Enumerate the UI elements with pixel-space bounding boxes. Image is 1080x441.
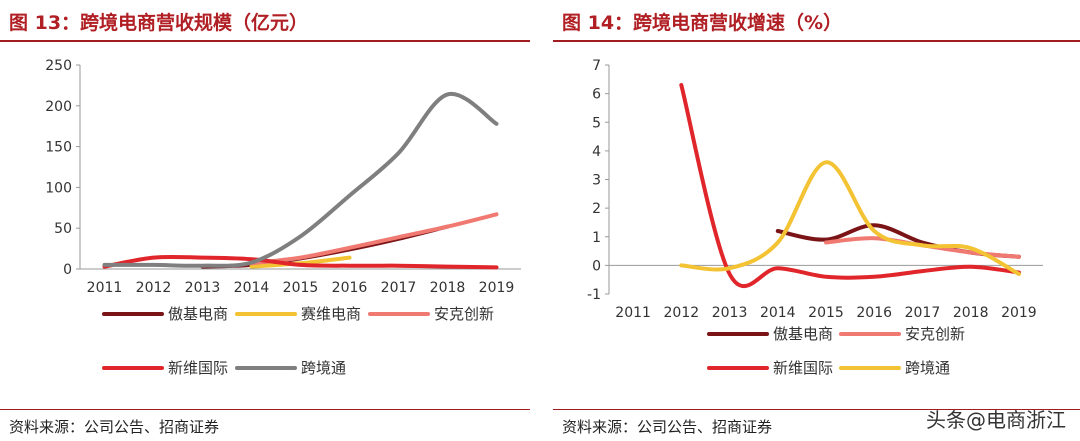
title-rule — [0, 40, 530, 42]
y-tick-label: 2 — [592, 201, 601, 217]
series-line-跨境通 — [679, 160, 1021, 276]
x-tick-label: 2012 — [664, 305, 700, 321]
x-tick-label: 2014 — [760, 305, 796, 321]
x-tick-label: 2018 — [953, 305, 989, 321]
legend-label: 跨境通 — [905, 359, 950, 377]
y-tick-label: 5 — [592, 115, 601, 131]
y-tick-label: 250 — [45, 58, 72, 74]
y-tick-label: 3 — [592, 173, 601, 189]
source-note: 资料来源：公司公告、招商证券 — [562, 418, 773, 436]
x-tick-label: 2016 — [856, 305, 892, 321]
legend-label: 新维国际 — [168, 359, 228, 377]
x-tick-label: 2015 — [808, 305, 844, 321]
y-tick-label: 0 — [63, 262, 72, 278]
x-tick-label: 2019 — [479, 280, 515, 296]
chart-title: 图 14：跨境电商营收增速（%） — [562, 12, 843, 34]
series-line-安克创新 — [249, 212, 499, 266]
chart-panel-revenue: 图 13：跨境电商营收规模（亿元） 0 50 100 150 200 250 2011 201… — [0, 0, 530, 441]
source-note: 资料来源：公司公告、招商证券 — [9, 418, 220, 436]
legend-label: 跨境通 — [301, 359, 346, 377]
x-tick-label: 2018 — [430, 280, 466, 296]
x-tick-label: 2013 — [185, 280, 221, 296]
x-tick-label: 2013 — [712, 305, 748, 321]
x-tick-label: 2011 — [615, 305, 651, 321]
x-tick-label: 2012 — [136, 280, 172, 296]
x-tick-label: 2017 — [381, 280, 417, 296]
y-tick-label: 7 — [592, 58, 601, 74]
y-tick-label: 1 — [592, 230, 601, 246]
series-line-新维国际 — [679, 83, 1021, 289]
series-line-新维国际 — [102, 254, 499, 270]
growth-chart: -1 0 1 2 3 4 5 6 7 2011 2012 2013 2014 2015 2016 2017 20… — [587, 58, 1043, 377]
chart-panel-growth: 图 14：跨境电商营收增速（%） -1 0 1 2 3 4 5 6 7 2011 2012 2013 2… — [553, 0, 1080, 441]
x-tick-label: 2011 — [87, 280, 123, 296]
y-tick-label: -1 — [587, 287, 601, 303]
y-tick-label: 150 — [45, 140, 72, 156]
footer-rule — [553, 409, 1080, 410]
legend-label: 傲基电商 — [773, 325, 833, 343]
x-tick-label: 2014 — [234, 280, 270, 296]
x-tick-label: 2015 — [283, 280, 319, 296]
y-tick-label: 100 — [45, 180, 72, 196]
legend-label: 安克创新 — [434, 305, 494, 323]
legend-label: 赛维电商 — [301, 305, 361, 323]
y-tick-label: 200 — [45, 99, 72, 115]
x-tick-label: 2016 — [332, 280, 368, 296]
series-line-跨境通 — [102, 91, 499, 268]
watermark: 头条@电商浙江 — [926, 408, 1066, 432]
footer-rule — [0, 409, 530, 410]
legend-label: 新维国际 — [773, 359, 833, 377]
x-tick-label: 2019 — [1001, 305, 1037, 321]
y-tick-label: 4 — [592, 144, 601, 160]
revenue-chart: 0 50 100 150 200 250 2011 2012 2013 2014 2015 2016 2… — [45, 58, 521, 377]
chart-title: 图 13：跨境电商营收规模（亿元） — [9, 12, 309, 34]
legend-label: 安克创新 — [905, 325, 965, 343]
y-tick-label: 6 — [592, 87, 601, 103]
y-tick-label: 50 — [54, 221, 72, 237]
y-tick-label: 0 — [592, 258, 601, 274]
x-tick-label: 2017 — [905, 305, 941, 321]
legend-label: 傲基电商 — [168, 305, 228, 323]
title-rule — [553, 40, 1080, 42]
